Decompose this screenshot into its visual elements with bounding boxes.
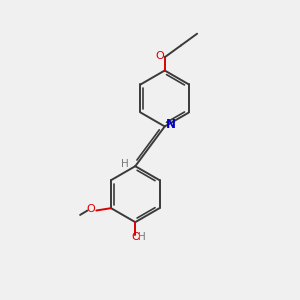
Text: O: O bbox=[131, 232, 140, 242]
Text: O: O bbox=[87, 204, 95, 214]
Text: N: N bbox=[166, 118, 176, 131]
Text: O: O bbox=[155, 51, 164, 61]
Text: H: H bbox=[138, 232, 146, 242]
Text: H: H bbox=[121, 159, 129, 169]
